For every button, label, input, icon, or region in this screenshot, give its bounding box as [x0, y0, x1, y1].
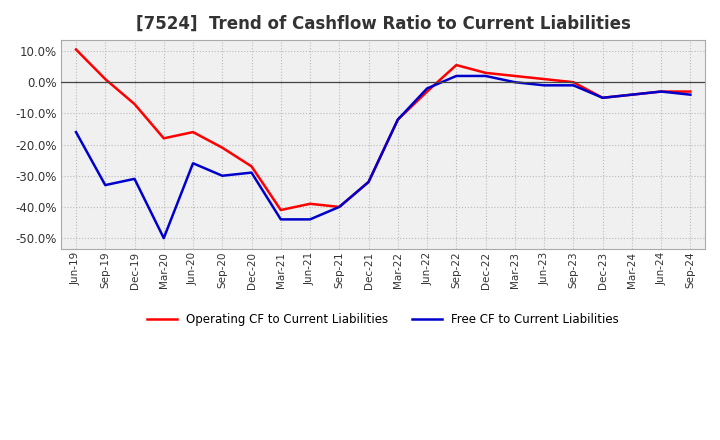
- Operating CF to Current Liabilities: [276, 207, 285, 213]
- Free CF to Current Liabilities: [657, 89, 665, 94]
- Operating CF to Current Liabilities: [510, 73, 519, 79]
- Operating CF to Current Liabilities: [218, 145, 227, 150]
- Free CF to Current Liabilities: [540, 83, 549, 88]
- Operating CF to Current Liabilities: [569, 80, 577, 85]
- Operating CF to Current Liabilities: [598, 95, 607, 100]
- Free CF to Current Liabilities: [510, 80, 519, 85]
- Free CF to Current Liabilities: [101, 183, 109, 188]
- Free CF to Current Liabilities: [394, 117, 402, 122]
- Operating CF to Current Liabilities: [628, 92, 636, 97]
- Operating CF to Current Liabilities: [130, 101, 139, 106]
- Operating CF to Current Liabilities: [247, 164, 256, 169]
- Free CF to Current Liabilities: [276, 217, 285, 222]
- Free CF to Current Liabilities: [423, 86, 431, 91]
- Free CF to Current Liabilities: [364, 180, 373, 185]
- Operating CF to Current Liabilities: [335, 204, 343, 209]
- Free CF to Current Liabilities: [306, 217, 315, 222]
- Operating CF to Current Liabilities: [72, 47, 81, 52]
- Free CF to Current Liabilities: [218, 173, 227, 178]
- Legend: Operating CF to Current Liabilities, Free CF to Current Liabilities: Operating CF to Current Liabilities, Fre…: [143, 308, 624, 331]
- Line: Free CF to Current Liabilities: Free CF to Current Liabilities: [76, 76, 690, 238]
- Free CF to Current Liabilities: [686, 92, 695, 97]
- Operating CF to Current Liabilities: [159, 136, 168, 141]
- Operating CF to Current Liabilities: [306, 201, 315, 206]
- Free CF to Current Liabilities: [189, 161, 197, 166]
- Title: [7524]  Trend of Cashflow Ratio to Current Liabilities: [7524] Trend of Cashflow Ratio to Curren…: [136, 15, 631, 33]
- Operating CF to Current Liabilities: [452, 62, 461, 68]
- Operating CF to Current Liabilities: [540, 77, 549, 82]
- Line: Operating CF to Current Liabilities: Operating CF to Current Liabilities: [76, 49, 690, 210]
- Free CF to Current Liabilities: [628, 92, 636, 97]
- Operating CF to Current Liabilities: [686, 89, 695, 94]
- Free CF to Current Liabilities: [247, 170, 256, 175]
- Operating CF to Current Liabilities: [364, 180, 373, 185]
- Operating CF to Current Liabilities: [394, 117, 402, 122]
- Free CF to Current Liabilities: [159, 235, 168, 241]
- Free CF to Current Liabilities: [481, 73, 490, 79]
- Free CF to Current Liabilities: [569, 83, 577, 88]
- Free CF to Current Liabilities: [452, 73, 461, 79]
- Free CF to Current Liabilities: [72, 129, 81, 135]
- Operating CF to Current Liabilities: [481, 70, 490, 76]
- Operating CF to Current Liabilities: [657, 89, 665, 94]
- Operating CF to Current Liabilities: [101, 77, 109, 82]
- Free CF to Current Liabilities: [130, 176, 139, 181]
- Free CF to Current Liabilities: [598, 95, 607, 100]
- Operating CF to Current Liabilities: [189, 129, 197, 135]
- Operating CF to Current Liabilities: [423, 89, 431, 94]
- Free CF to Current Liabilities: [335, 204, 343, 209]
